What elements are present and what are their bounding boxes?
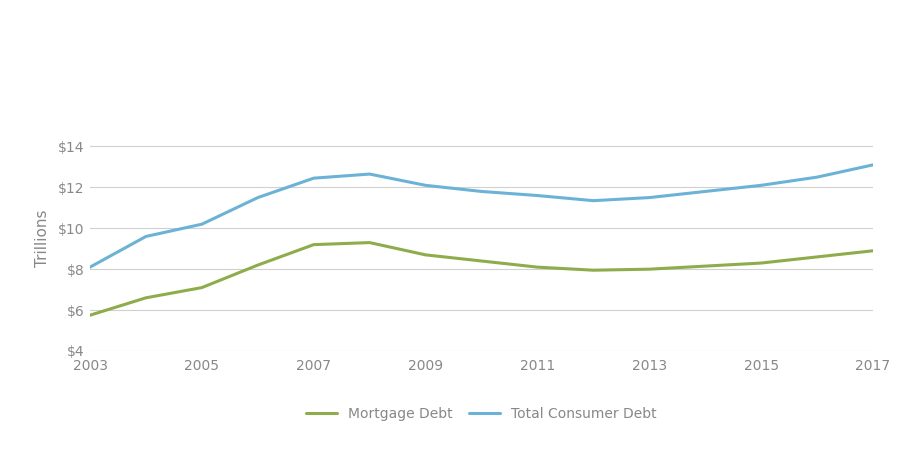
Mortgage Debt xyxy=(756,261,767,266)
Mortgage Debt xyxy=(364,240,375,245)
Mortgage Debt xyxy=(532,265,543,270)
Total Consumer Debt xyxy=(364,171,375,177)
Mortgage Debt xyxy=(252,262,263,268)
Line: Mortgage Debt: Mortgage Debt xyxy=(90,243,873,315)
Mortgage Debt xyxy=(196,285,207,290)
Mortgage Debt xyxy=(588,267,598,273)
Mortgage Debt xyxy=(644,266,654,272)
Y-axis label: Trillions: Trillions xyxy=(34,210,50,267)
Mortgage Debt xyxy=(140,295,151,301)
Mortgage Debt xyxy=(868,248,878,253)
Total Consumer Debt xyxy=(476,189,487,194)
Total Consumer Debt xyxy=(812,175,823,180)
Mortgage Debt xyxy=(420,252,431,257)
Mortgage Debt xyxy=(309,242,320,248)
Total Consumer Debt xyxy=(420,183,431,188)
Total Consumer Debt xyxy=(140,234,151,239)
Mortgage Debt xyxy=(476,258,487,264)
Total Consumer Debt xyxy=(309,176,320,181)
Legend: Mortgage Debt, Total Consumer Debt: Mortgage Debt, Total Consumer Debt xyxy=(306,407,657,422)
Total Consumer Debt xyxy=(196,221,207,227)
Total Consumer Debt xyxy=(588,198,598,203)
Mortgage Debt xyxy=(85,312,95,318)
Total Consumer Debt xyxy=(868,162,878,167)
Line: Total Consumer Debt: Total Consumer Debt xyxy=(90,165,873,267)
Total Consumer Debt xyxy=(85,265,95,270)
Total Consumer Debt xyxy=(252,195,263,200)
Total Consumer Debt xyxy=(644,195,654,200)
Total Consumer Debt xyxy=(756,183,767,188)
Total Consumer Debt xyxy=(532,193,543,198)
Mortgage Debt xyxy=(812,254,823,260)
